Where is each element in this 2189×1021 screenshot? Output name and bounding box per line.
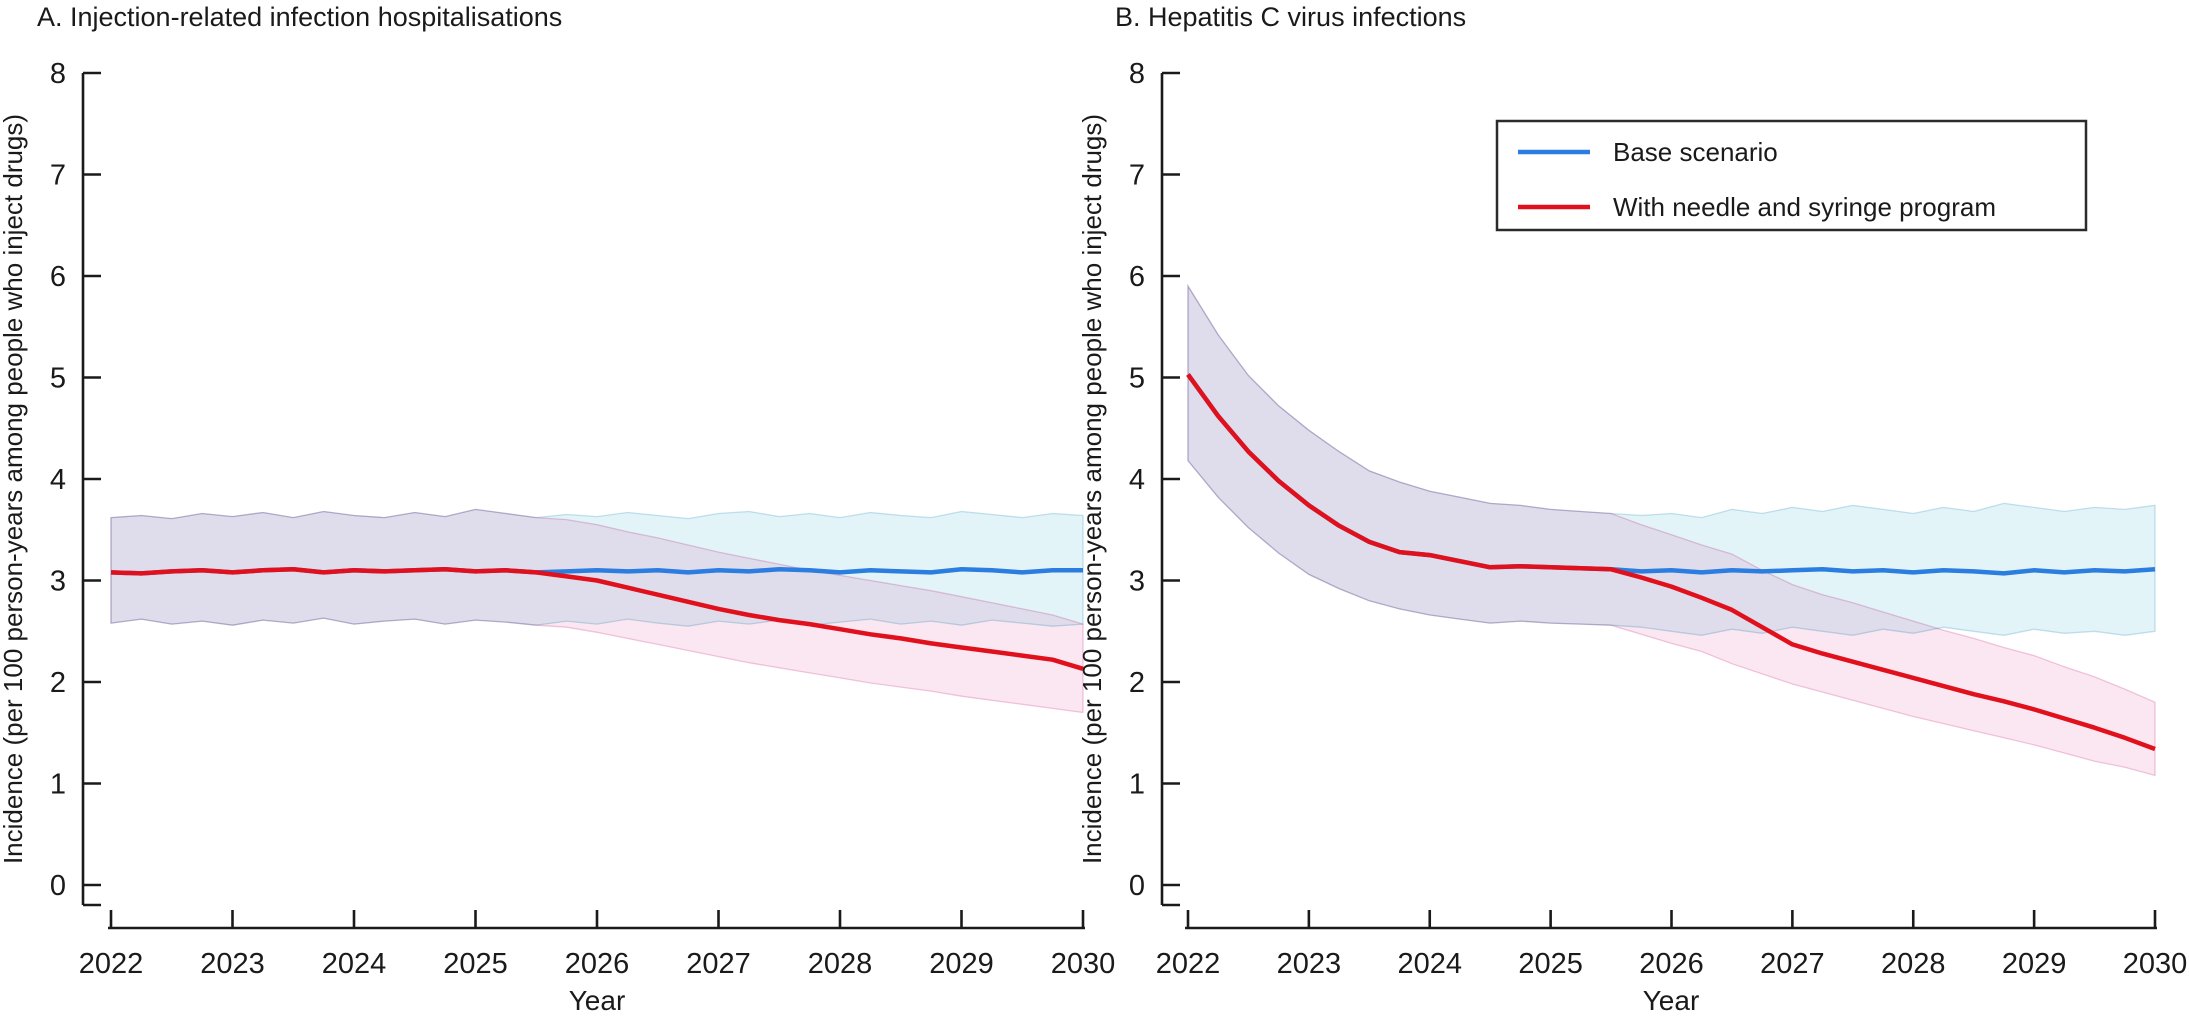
legend-nsp-label: With needle and syringe program — [1613, 192, 1996, 222]
x-tick-label: 2028 — [1881, 948, 1946, 980]
x-tick-label: 2028 — [808, 948, 873, 980]
y-tick-label: 2 — [50, 667, 66, 699]
confidence-band-nsp — [110, 508, 1084, 714]
x-tick-label: 2026 — [565, 948, 630, 980]
y-tick-label: 5 — [50, 363, 66, 395]
series-line-needle-syringe-program — [1186, 373, 2156, 752]
x-tick-label: 2027 — [1760, 948, 1825, 980]
x-tick-label: 2027 — [686, 948, 751, 980]
y-tick-label: 4 — [1129, 464, 1145, 496]
x-tick-label: 2024 — [1397, 948, 1462, 980]
legend-box — [1495, 119, 2088, 232]
confidence-band-nsp — [1187, 283, 2156, 777]
x-tick-label: 2023 — [200, 948, 265, 980]
x-axis: 2022 2023 2024 2025 2026 2027 2028 2029 2030 — [1156, 910, 2188, 980]
x-tick-label: 2025 — [443, 948, 508, 980]
y-tick-label: 1 — [50, 769, 66, 801]
panel-b-title: B. Hepatitis C virus infections — [1115, 2, 1466, 32]
y-tick-label: 0 — [1129, 870, 1145, 902]
panel-a-x-axis-title: Year — [569, 985, 626, 1016]
series-line-needle-syringe-program — [110, 567, 1084, 671]
panel-a-title: A. Injection-related infection hospitali… — [37, 2, 562, 32]
x-tick-label: 2024 — [322, 948, 387, 980]
y-tick-label: 5 — [1129, 363, 1145, 395]
x-tick-label: 2030 — [2123, 948, 2188, 980]
panel-b-x-axis-title: Year — [1643, 985, 1700, 1016]
x-tick-label: 2022 — [79, 948, 144, 980]
y-tick-label: 6 — [1129, 261, 1145, 293]
y-tick-label: 1 — [1129, 769, 1145, 801]
legend: Base scenario With needle and syringe pr… — [1495, 119, 2088, 232]
y-tick-label: 7 — [1129, 160, 1145, 192]
confidence-bands — [110, 508, 1084, 714]
y-tick-label: 2 — [1129, 667, 1145, 699]
panel-b-y-axis-title: Incidence (per 100 person-years among pe… — [1077, 114, 1107, 864]
x-tick-label: 2025 — [1518, 948, 1583, 980]
x-tick-label: 2030 — [1051, 948, 1116, 980]
y-tick-label: 8 — [1129, 58, 1145, 90]
y-tick-label: 0 — [50, 870, 66, 902]
panel-a-y-axis-title: Incidence (per 100 person-years among pe… — [0, 114, 28, 864]
x-tick-label: 2026 — [1639, 948, 1704, 980]
y-axis: 0 1 2 3 4 5 6 7 8 — [1129, 58, 1180, 907]
y-tick-label: 8 — [50, 58, 66, 90]
confidence-bands — [1187, 283, 2156, 777]
legend-base-scenario-label: Base scenario — [1613, 137, 1778, 167]
x-axis: 2022 2023 2024 2025 2026 2027 2028 2029 2030 — [79, 910, 1116, 980]
x-tick-label: 2029 — [2002, 948, 2067, 980]
y-tick-label: 7 — [50, 160, 66, 192]
y-axis: 0 1 2 3 4 5 6 7 8 — [50, 58, 101, 907]
y-tick-label: 4 — [50, 464, 66, 496]
y-tick-label: 3 — [1129, 566, 1145, 598]
y-tick-label: 6 — [50, 261, 66, 293]
x-tick-label: 2022 — [1156, 948, 1221, 980]
x-tick-label: 2029 — [929, 948, 994, 980]
y-tick-label: 3 — [50, 566, 66, 598]
x-tick-label: 2023 — [1277, 948, 1342, 980]
